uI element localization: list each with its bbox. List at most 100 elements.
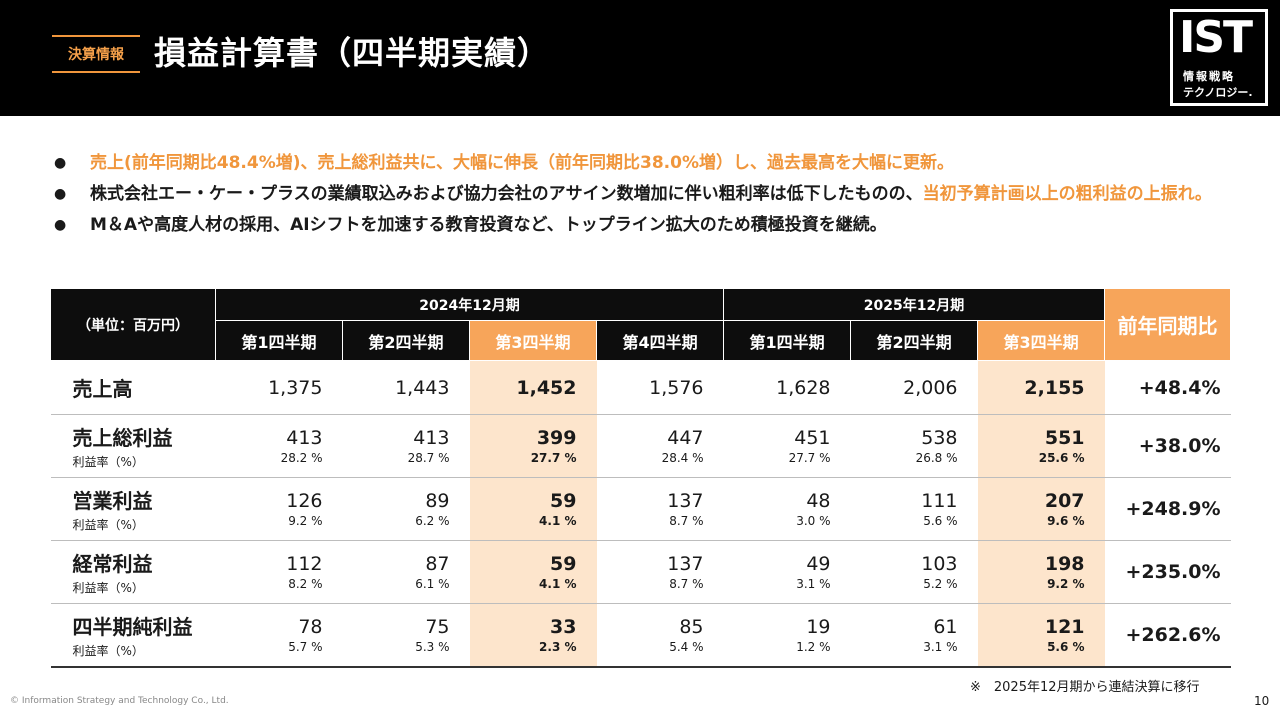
cell-value: 551 — [1044, 427, 1085, 449]
section-tag: 決算情報 — [52, 35, 140, 73]
value-cell: 413 28.2 % — [215, 414, 343, 478]
cell-rate: 9.6 % — [1047, 514, 1085, 528]
cell-value: 103 — [921, 553, 958, 575]
row-label: 経常利益利益率（%） — [50, 540, 216, 604]
cell-rate: 8.2 % — [288, 577, 323, 591]
cell-value: 87 — [425, 553, 450, 575]
value-cell: 126 9.2 % — [215, 477, 343, 541]
row-subname: 利益率（%） — [72, 518, 144, 532]
value-cell: 48 3.0 % — [723, 477, 851, 541]
value-cell: 538 26.8 % — [850, 414, 978, 478]
row-name: 四半期純利益 — [72, 614, 193, 639]
value-cell-highlight: 1,452 — [469, 360, 597, 415]
row-subname: 利益率（%） — [72, 581, 144, 595]
header-bar: 決算情報 損益計算書（四半期実績） IST 情報戦略 テクノロジー. — [0, 0, 1280, 116]
table-row: 営業利益 利益率（%） 126 9.2 % 89 6.2 % 59 4.1 % 137 8… — [50, 477, 1231, 541]
yoy-header: 前年同期比 — [1104, 288, 1232, 361]
value-cell-highlight: 399 27.7 % — [469, 414, 597, 478]
value-cell: 2,006 — [850, 360, 978, 415]
cell-rate: 4.1 % — [539, 577, 577, 591]
yoy-cell: +38.0% — [1104, 414, 1231, 478]
cell-value: 121 — [1044, 615, 1085, 638]
bullet-text: M＆Aや高度人材の採用、AIシフトを加速する教育投資など、トップライン拡大のため… — [90, 215, 887, 235]
value-cell: 49 3.1 % — [723, 540, 851, 604]
cell-value: 111 — [921, 490, 958, 512]
cell-value: 137 — [667, 553, 704, 575]
value-cell-highlight: 551 25.6 % — [977, 414, 1105, 478]
cell-rate: 6.1 % — [415, 577, 450, 591]
cell-value: 33 — [550, 615, 577, 638]
quarter-header: 第1四半期 — [215, 320, 343, 361]
fiscal-year-header: 2024年12月期 — [214, 288, 725, 321]
row-name: 売上総利益 — [72, 426, 173, 450]
cell-rate: 9.2 % — [288, 514, 323, 528]
cell-rate: 9.2 % — [1047, 577, 1085, 591]
quarter-header: 第2四半期 — [850, 320, 979, 361]
bullet-item: ● 株式会社エー・ケー・プラスの業績取込みおよび協力会社のアサイン数増加に伴い粗… — [52, 179, 1232, 210]
cell-rate: 5.7 % — [288, 639, 323, 654]
cell-value: 1,452 — [516, 376, 577, 399]
quarter-header: 第4四半期 — [595, 320, 725, 361]
cell-value: 75 — [425, 615, 450, 638]
cell-rate: 25.6 % — [1038, 451, 1085, 465]
income-statement-table: （単位：百万円） 2024年12月期 2025年12月期 前年同期比 第1四半期… — [50, 288, 1232, 668]
yoy-cell: +235.0% — [1104, 540, 1231, 604]
bullet-item: ● 売上(前年同期比48.4%増)、売上総利益共に、大幅に伸長（前年同期比38.… — [52, 148, 1232, 179]
table-row: 経常利益利益率（%） 112 8.2 % 87 6.1 % 59 4.1 % 137 8… — [50, 540, 1231, 604]
page-number: 10 — [1254, 694, 1270, 708]
bullet-item: ● M＆Aや高度人材の採用、AIシフトを加速する教育投資など、トップライン拡大の… — [52, 210, 1232, 241]
unit-header: （単位：百万円） — [50, 288, 216, 361]
cell-value: 413 — [286, 427, 323, 449]
summary-bullets: ● 売上(前年同期比48.4%増)、売上総利益共に、大幅に伸長（前年同期比38.… — [52, 148, 1232, 241]
cell-value: 89 — [425, 490, 450, 512]
cell-rate: 4.1 % — [539, 514, 577, 528]
value-cell: 1,576 — [596, 360, 724, 415]
quarter-header: 第1四半期 — [723, 320, 852, 361]
row-name: 経常利益 — [72, 552, 153, 576]
company-logo: IST 情報戦略 テクノロジー. — [1170, 9, 1268, 106]
value-cell: 413 28.7 % — [342, 414, 470, 478]
cell-value: 61 — [933, 615, 958, 638]
cell-value: 447 — [667, 427, 704, 449]
cell-rate: 28.2 % — [280, 451, 323, 465]
cell-value: 538 — [921, 427, 958, 449]
cell-rate: 3.1 % — [796, 577, 831, 591]
value-cell: 85 5.4 % — [596, 603, 724, 668]
fiscal-year-header: 2025年12月期 — [723, 288, 1106, 321]
value-cell: 89 6.2 % — [342, 477, 470, 541]
cell-value: 2,155 — [1024, 376, 1085, 399]
value-cell: 19 1.2 % — [723, 603, 851, 668]
bullet-dot-icon: ● — [54, 217, 67, 233]
row-label: 営業利益 利益率（%） — [50, 477, 216, 541]
cell-rate: 28.7 % — [407, 451, 450, 465]
cell-rate: 1.2 % — [796, 639, 831, 654]
cell-rate: 8.7 % — [669, 577, 704, 591]
cell-rate: 5.6 % — [923, 514, 958, 528]
quarter-header: 第2四半期 — [342, 320, 470, 361]
value-cell-highlight: 207 9.6 % — [977, 477, 1105, 541]
logo-subtext-2: テクノロジー. — [1183, 86, 1253, 99]
row-name: 売上高 — [72, 377, 133, 401]
value-cell: 447 28.4 % — [596, 414, 724, 478]
value-cell: 78 5.7 % — [215, 603, 343, 668]
cell-value: 1,375 — [268, 376, 323, 399]
table-row: 四半期純利益 利益率（%） 78 5.7 % 75 5.3 % 33 2.3 % 85 5… — [50, 603, 1231, 668]
cell-rate: 8.7 % — [669, 514, 704, 528]
cell-value: 112 — [286, 553, 323, 575]
value-cell: 137 8.7 % — [596, 540, 724, 604]
cell-value: 59 — [550, 553, 577, 575]
yoy-cell: +248.9% — [1104, 477, 1231, 541]
cell-value: 207 — [1044, 490, 1085, 512]
cell-value: 2,006 — [903, 376, 958, 399]
cell-value: 59 — [550, 490, 577, 512]
row-subname: 利益率（%） — [72, 455, 144, 469]
row-subname: 利益率（%） — [72, 643, 144, 658]
cell-value: 399 — [536, 427, 577, 449]
cell-value: 1,576 — [649, 376, 704, 399]
value-cell: 87 6.1 % — [342, 540, 470, 604]
value-cell: 103 5.2 % — [850, 540, 978, 604]
cell-rate: 5.6 % — [1047, 639, 1085, 654]
cell-value: 48 — [806, 490, 831, 512]
cell-rate: 6.2 % — [415, 514, 450, 528]
cell-rate: 28.4 % — [661, 451, 704, 465]
